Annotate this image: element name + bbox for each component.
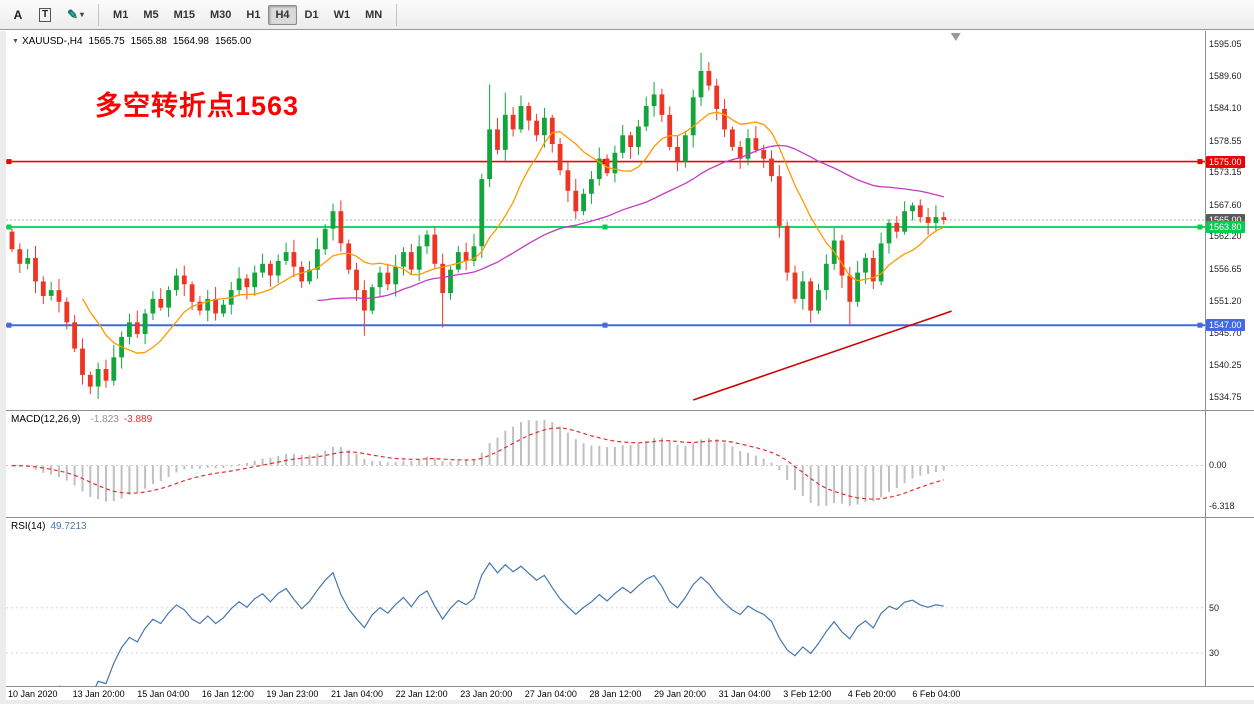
macd-signal-line	[11, 427, 944, 500]
macd-scale-tick: -6.318	[1209, 501, 1235, 512]
ohlc-high: 1565.88	[130, 36, 167, 47]
time-axis-label: 15 Jan 04:00	[137, 689, 190, 699]
price-scale-tick: 1573.15	[1209, 167, 1242, 178]
price-scale-tick: 1578.55	[1209, 135, 1242, 146]
text-tool-button[interactable]: T	[32, 4, 58, 26]
price-chart-canvas[interactable]	[6, 31, 1205, 410]
price-scale-tick: 1584.10	[1209, 103, 1242, 114]
chart-title: ▼ XAUUSD-,H4 1565.75 1565.88 1564.98 1565.00	[12, 36, 251, 47]
timeframe-button-mn[interactable]: MN	[358, 5, 389, 25]
cursor-tool-button[interactable]: A	[6, 4, 30, 26]
draw-tool-dropdown[interactable]: ✎ ▾	[60, 4, 91, 26]
pencil-icon: ✎	[67, 6, 79, 22]
timeframe-button-m5[interactable]: M5	[136, 5, 165, 25]
rsi-line	[58, 561, 944, 686]
rsi-name-label: RSI(14)	[11, 521, 46, 532]
timeframe-button-w1[interactable]: W1	[327, 5, 358, 25]
rsi-value: 49.7213	[50, 521, 87, 532]
toolbar-separator	[98, 3, 100, 26]
time-axis-label: 19 Jan 23:00	[266, 689, 319, 699]
price-scale-tick: 1567.60	[1209, 199, 1242, 210]
price-line-label-1575.00: 1575.00	[1206, 155, 1245, 168]
macd-value-main: -1.823	[90, 414, 119, 425]
window-frame-left	[0, 31, 6, 704]
toolbar: A T ✎ ▾ M1 M5 M15 M30 H1 H4 D1 W1 MN	[0, 0, 1254, 30]
price-scale-tick: 1545.70	[1209, 327, 1242, 338]
timeframe-button-h1[interactable]: H1	[239, 5, 267, 25]
rsi-scale-tick: 30	[1209, 647, 1220, 658]
price-scale-tick: 1562.20	[1209, 231, 1242, 242]
symbol-period-label: XAUUSD-,H4	[21, 36, 83, 47]
price-scale-border	[1205, 31, 1206, 686]
timeframe-button-m30[interactable]: M30	[203, 5, 238, 25]
time-axis-label: 13 Jan 20:00	[72, 689, 125, 699]
time-axis-label: 28 Jan 12:00	[589, 689, 642, 699]
macd-histogram	[11, 419, 945, 507]
price-scale-tick: 1534.75	[1209, 391, 1242, 402]
time-axis-label: 23 Jan 20:00	[460, 689, 513, 699]
time-axis-label: 27 Jan 04:00	[524, 689, 577, 699]
trendline[interactable]	[692, 310, 952, 401]
hline-1547.00[interactable]	[6, 322, 1205, 328]
text-tool-icon: T	[39, 7, 52, 22]
panel-separator[interactable]	[6, 517, 1254, 518]
rsi-canvas[interactable]	[6, 518, 1205, 686]
time-axis-label: 21 Jan 04:00	[331, 689, 384, 699]
time-axis-label: 3 Feb 12:00	[783, 689, 832, 699]
ohlc-low: 1564.98	[172, 36, 209, 47]
time-axis-label: 31 Jan 04:00	[718, 689, 771, 699]
price-scale-tick: 1595.05	[1209, 39, 1242, 50]
chevron-down-icon: ▾	[80, 10, 85, 19]
hline-1563.80[interactable]	[6, 224, 1205, 230]
macd-value-signal: -3.889	[123, 414, 153, 425]
candles-layer[interactable]	[9, 52, 947, 399]
macd-canvas[interactable]	[6, 411, 1205, 517]
ohlc-open: 1565.75	[88, 36, 125, 47]
ma-slow-line[interactable]	[317, 144, 944, 302]
price-scale-tick: 1551.20	[1209, 295, 1242, 306]
time-axis-label: 4 Feb 20:00	[847, 689, 896, 699]
price-scale-tick: 1556.65	[1209, 263, 1242, 274]
timeframe-button-d1[interactable]: D1	[298, 5, 326, 25]
ohlc-close: 1565.00	[214, 36, 252, 47]
toolbar-separator	[396, 3, 398, 26]
rsi-scale-tick: 50	[1209, 602, 1220, 613]
price-line-label-1563.80: 1563.80	[1206, 221, 1245, 233]
timeframe-button-m15[interactable]: M15	[167, 5, 202, 25]
ma-fast-line[interactable]	[81, 111, 945, 354]
time-axis-border	[6, 686, 1254, 687]
window-frame-bottom	[0, 700, 1254, 704]
chart-annotation-text[interactable]: 多空转折点1563	[95, 91, 300, 121]
rsi-title: RSI(14) 49.7213	[11, 521, 92, 532]
time-axis-label: 16 Jan 12:00	[201, 689, 254, 699]
price-scale-tick: 1540.25	[1209, 359, 1242, 370]
time-axis-label: 10 Jan 2020	[8, 689, 58, 699]
macd-scale-tick: 0.00	[1209, 460, 1227, 471]
timeframe-group: M1 M5 M15 M30 H1 H4 D1 W1 MN	[106, 4, 389, 25]
macd-title: MACD(12,26,9) -1.823 -3.889	[11, 414, 157, 425]
time-axis-label: 6 Feb 04:00	[912, 689, 961, 699]
time-axis-label: 29 Jan 20:00	[654, 689, 707, 699]
price-scale-tick: 1589.60	[1209, 71, 1242, 82]
timeframe-button-h4[interactable]: H4	[268, 4, 297, 25]
expand-triangle-icon[interactable]: ▼	[12, 38, 19, 45]
timeframe-button-m1[interactable]: M1	[106, 5, 135, 25]
panel-separator[interactable]	[6, 410, 1254, 411]
time-axis-label: 22 Jan 12:00	[395, 689, 448, 699]
chart-shift-marker[interactable]	[950, 33, 961, 41]
macd-name-label: MACD(12,26,9)	[11, 414, 81, 425]
price-line-label-1547.00: 1547.00	[1206, 319, 1245, 332]
